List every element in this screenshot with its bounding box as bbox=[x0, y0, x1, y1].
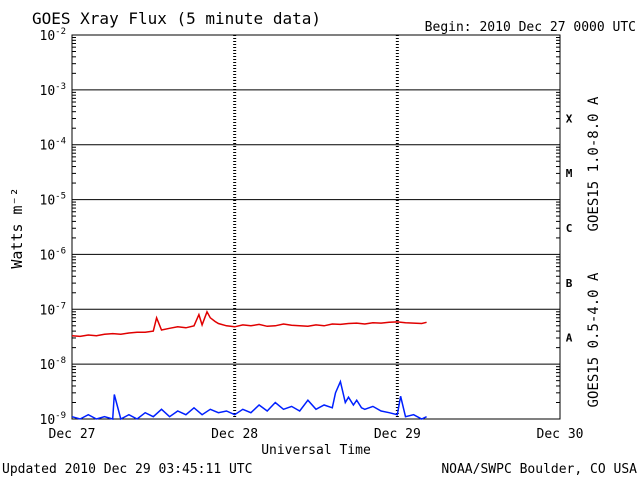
plot-frame bbox=[71, 34, 561, 420]
flare-class-a: A bbox=[566, 332, 573, 345]
y-tick-label: 10-2 bbox=[40, 27, 67, 44]
begin-label: Begin: 2010 Dec 27 0000 UTC bbox=[425, 20, 636, 35]
y-tick-label: 10-9 bbox=[40, 411, 67, 428]
x-tick-label: Dec 27 bbox=[49, 427, 96, 442]
series-lines bbox=[71, 310, 427, 421]
y-tick-label: 10-4 bbox=[40, 137, 67, 154]
flare-class-x: X bbox=[566, 112, 573, 125]
flare-class-c: C bbox=[566, 222, 573, 235]
x-axis-title: Universal Time bbox=[261, 443, 371, 458]
credit-label: NOAA/SWPC Boulder, CO USA bbox=[441, 462, 637, 477]
flare-class-b: B bbox=[566, 277, 573, 290]
x-tick-label: Dec 29 bbox=[374, 427, 421, 442]
chart-title: GOES Xray Flux (5 minute data) bbox=[32, 9, 321, 28]
series-line-long bbox=[71, 310, 427, 338]
series-line-short bbox=[71, 379, 427, 421]
y-tick-label: 10-8 bbox=[40, 356, 67, 373]
y-tick-label: 10-3 bbox=[40, 82, 67, 99]
flare-class-m: M bbox=[566, 167, 573, 180]
y-tick-label: 10-5 bbox=[40, 192, 67, 209]
y-axis: 10-2 10-3 10-4 10-5 10-6 10-7 10-8 10-9 bbox=[40, 27, 560, 428]
y-tick-label: 10-6 bbox=[40, 246, 67, 263]
gridlines bbox=[72, 35, 560, 419]
legend-series-long: GOES15 1.0-8.0 A bbox=[586, 96, 602, 231]
y-tick-label: 10-7 bbox=[40, 301, 67, 318]
legend-series-short: GOES15 0.5-4.0 A bbox=[586, 272, 602, 407]
updated-timestamp: Updated 2010 Dec 29 03:45:11 UTC bbox=[2, 462, 252, 477]
x-tick-label: Dec 30 bbox=[537, 427, 584, 442]
y-axis-title: Watts m⁻² bbox=[8, 187, 26, 268]
flare-class-labels: X M C B A bbox=[566, 112, 573, 344]
x-tick-label: Dec 28 bbox=[211, 427, 258, 442]
x-axis: Dec 27 Dec 28 Dec 29 Dec 30 bbox=[49, 427, 584, 442]
